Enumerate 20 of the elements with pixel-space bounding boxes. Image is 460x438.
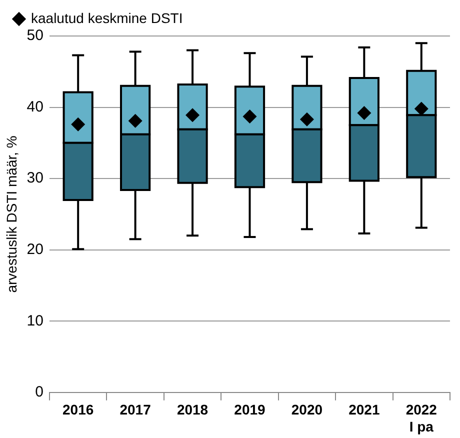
point bbox=[128, 114, 142, 128]
y-tick-label: 50 bbox=[26, 27, 44, 44]
x-tick-label: 2022 I pa bbox=[406, 402, 438, 434]
x-tick-label: 2018 bbox=[176, 402, 208, 418]
x-tick-label: 2021 bbox=[348, 402, 380, 418]
y-tick-label: 10 bbox=[26, 312, 44, 330]
point bbox=[414, 102, 428, 116]
legend-label: kaalutud keskmine DSTI bbox=[31, 10, 183, 26]
point bbox=[186, 108, 200, 122]
x-tick-label: 2016 bbox=[62, 402, 94, 418]
point bbox=[357, 106, 372, 120]
y-axis-title: arvestuslik DSTI määr, % bbox=[3, 136, 20, 293]
x-tick-label: 2020 bbox=[291, 402, 323, 418]
y-tick-label: 40 bbox=[26, 98, 44, 116]
y-tick-label: 20 bbox=[26, 240, 44, 258]
y-tick-label: 0 bbox=[35, 384, 44, 401]
point bbox=[300, 112, 314, 126]
x-tick-label: 2019 bbox=[234, 402, 266, 418]
x-tick-label: 2017 bbox=[120, 402, 152, 418]
y-tick-label: 30 bbox=[26, 170, 44, 187]
